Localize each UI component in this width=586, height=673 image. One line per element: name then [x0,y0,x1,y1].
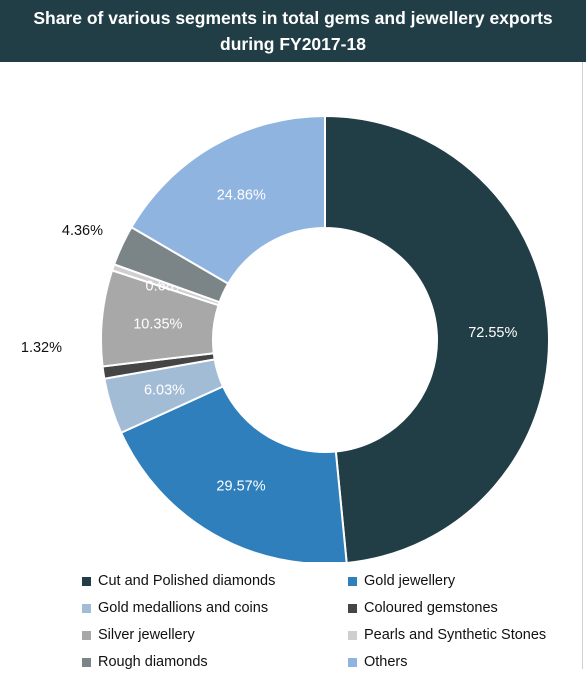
chart-frame [0,62,583,669]
legend-swatch [82,657,91,667]
slice-gold-jewellery [119,385,348,562]
chart-title-line-1: Share of various segments in total gems … [33,8,553,28]
donut-chart: 72.55%29.57%6.03%1.32%10.35%0.68%4.36%24… [21,114,550,562]
legend-item-rough-diamonds: Rough diamonds [82,651,348,673]
legend-item-pearls-and-synthetic-stones: Pearls and Synthetic Stones [348,624,582,646]
legend-swatch [348,576,357,586]
legend-swatch [348,657,357,667]
data-label-cut-and-polished-diamonds: 72.55% [468,325,517,341]
data-label-coloured-gemstones: 1.32% [21,340,62,356]
data-label-gold-jewellery: 29.57% [216,478,265,494]
legend-item-gold-medallions-and-coins: Gold medallions and coins [82,597,348,619]
legend-label: Cut and Polished diamonds [98,573,276,589]
legend-swatch [82,630,91,640]
slice-others [130,114,326,285]
chart-legend: Cut and Polished diamonds Gold jewellery G… [82,570,582,673]
legend-label: Others [364,654,408,670]
slice-cut-and-polished-diamonds [324,114,550,562]
legend-label: Pearls and Synthetic Stones [364,627,547,643]
legend-item-others: Others [348,651,582,673]
legend-label: Rough diamonds [98,654,208,670]
data-label-others: 24.86% [217,187,266,203]
legend-swatch [348,630,357,640]
data-label-silver-jewellery: 10.35% [133,316,182,332]
data-label-gold-medallions-and-coins: 6.03% [144,383,185,399]
legend-item-gold-jewellery: Gold jewellery [348,570,582,592]
chart-title-line-2: during FY2017-18 [220,34,366,54]
legend-swatch [348,603,357,613]
chart-title: Share of various segments in total gems … [0,0,586,62]
legend-label: Coloured gemstones [364,600,498,616]
legend-swatch [82,603,91,613]
data-label-rough-diamonds: 4.36% [62,223,103,239]
legend-label: Gold jewellery [364,573,456,589]
legend-swatch [82,576,91,586]
legend-item-cut-and-polished-diamonds: Cut and Polished diamonds [82,570,348,592]
legend-item-silver-jewellery: Silver jewellery [82,624,348,646]
legend-label: Gold medallions and coins [98,600,269,616]
legend-label: Silver jewellery [98,627,195,643]
legend-item-coloured-gemstones: Coloured gemstones [348,597,582,619]
